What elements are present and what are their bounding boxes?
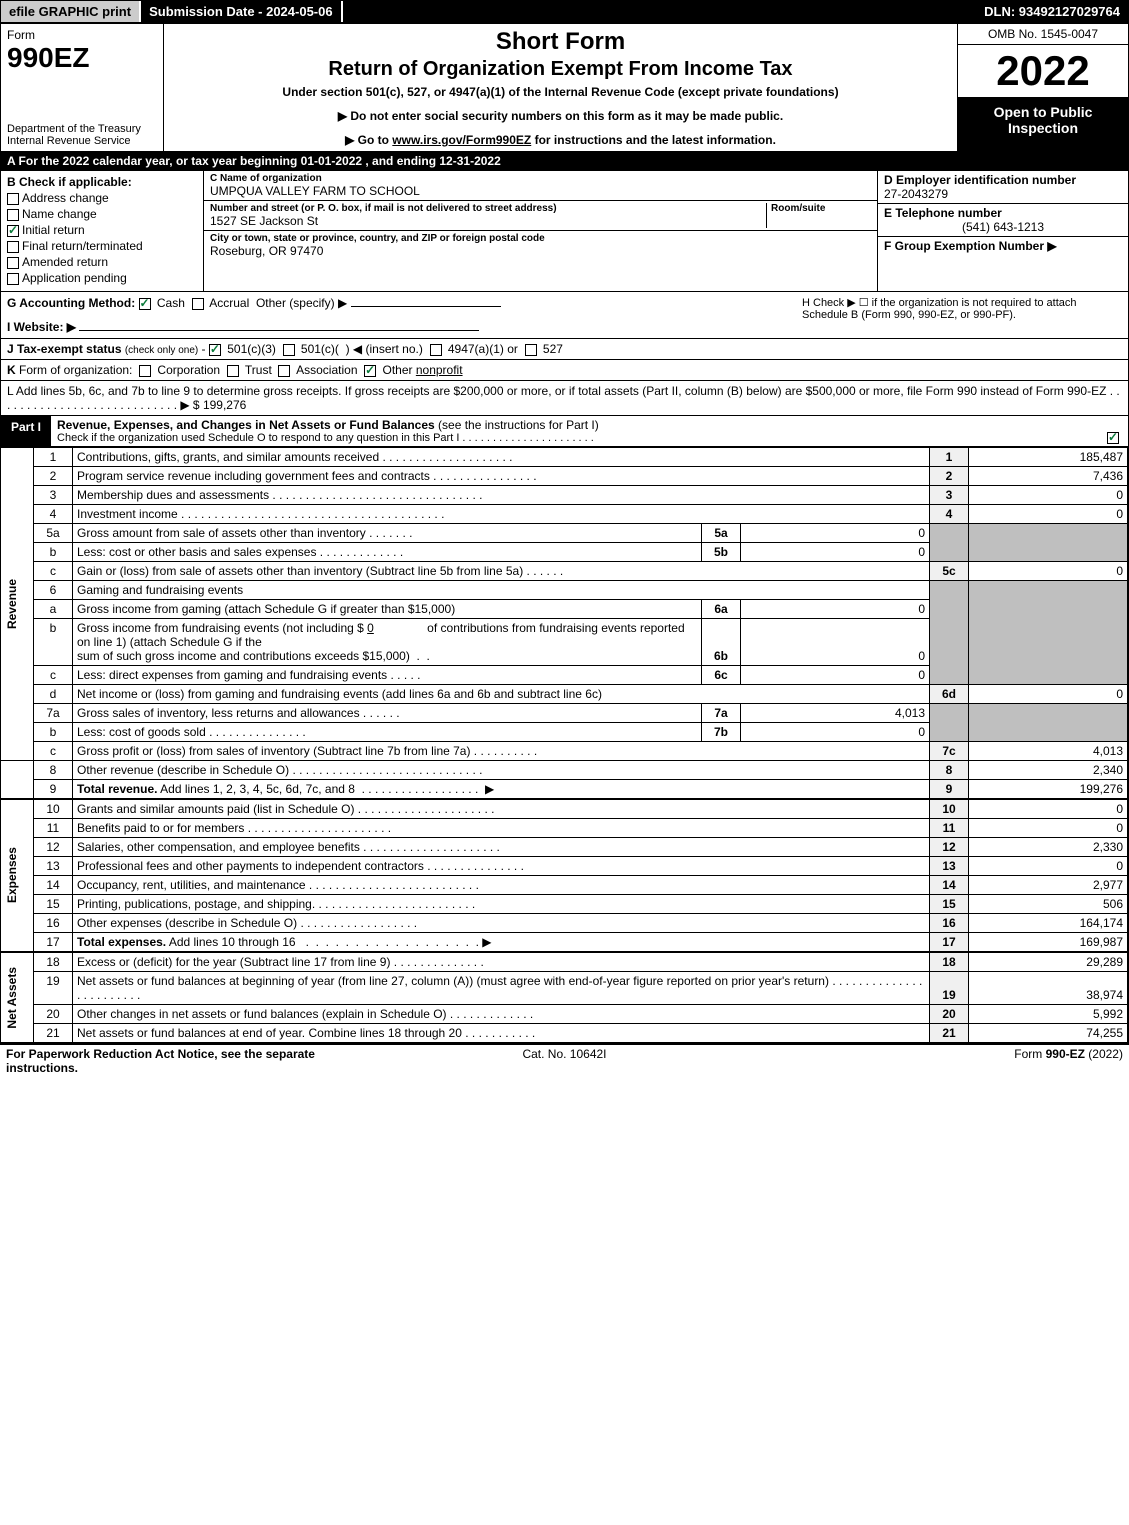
form-container: Form 990EZ Department of the Treasury In… (0, 23, 1129, 1044)
part-i-title-wrap: Revenue, Expenses, and Changes in Net As… (51, 416, 1128, 446)
col-d: D Employer identification number 27-2043… (878, 171, 1128, 291)
short-form-title: Short Form (170, 28, 951, 56)
inspection-label: Open to Public Inspection (958, 98, 1128, 151)
grp-box: F Group Exemption Number ▶ (878, 237, 1128, 255)
header-left: Form 990EZ Department of the Treasury In… (1, 24, 164, 151)
department-label: Department of the Treasury Internal Reve… (7, 123, 157, 147)
addr-box: Number and street (or P. O. box, if mail… (204, 201, 877, 231)
netassets-label: Net Assets (5, 967, 19, 1029)
tel-box: E Telephone number (541) 643-1213 (878, 204, 1128, 237)
city-box: City or town, state or province, country… (204, 231, 877, 260)
chk-final[interactable]: Final return/terminated (7, 239, 197, 253)
chk-amended[interactable]: Amended return (7, 255, 197, 269)
chk-accrual[interactable] (192, 298, 204, 310)
tel-lbl: E Telephone number (884, 206, 1122, 220)
chk-pending[interactable]: Application pending (7, 271, 197, 285)
footer-right: Form 990-EZ (2022) (751, 1047, 1123, 1075)
org-name-lbl: C Name of organization (210, 173, 871, 184)
row-i: I Website: ▶ (7, 320, 76, 334)
grp-lbl: F Group Exemption Number ▶ (884, 239, 1122, 253)
header-mid: Short Form Return of Organization Exempt… (164, 24, 958, 151)
b-heading: B Check if applicable: (7, 175, 197, 189)
footer-left: For Paperwork Reduction Act Notice, see … (6, 1047, 378, 1075)
addr-value: 1527 SE Jackson St (210, 214, 766, 228)
section-b-c-d: B Check if applicable: Address change Na… (1, 171, 1128, 292)
part-i-subtitle: (see the instructions for Part I) (438, 418, 599, 432)
main-title: Return of Organization Exempt From Incom… (170, 58, 951, 81)
row-k: K Form of organization: Corporation Trus… (1, 360, 1128, 381)
ein-value: 27-2043279 (884, 187, 1122, 201)
tax-year: 2022 (958, 45, 1128, 98)
ein-box: D Employer identification number 27-2043… (878, 171, 1128, 204)
suite-lbl: Room/suite (771, 203, 871, 214)
chk-address[interactable]: Address change (7, 191, 197, 205)
chk-name[interactable]: Name change (7, 207, 197, 221)
row-j: J Tax-exempt status (check only one) - 5… (1, 339, 1128, 360)
part-i-checkbox[interactable] (1107, 432, 1119, 444)
city-value: Roseburg, OR 97470 (210, 244, 871, 258)
revenue-table: Revenue 1 Contributions, gifts, grants, … (1, 447, 1128, 1043)
subtitle: Under section 501(c), 527, or 4947(a)(1)… (170, 85, 951, 99)
submission-date: Submission Date - 2024-05-06 (141, 1, 343, 22)
section-g-h: G Accounting Method: Cash Accrual Other … (1, 292, 1128, 339)
header-right: OMB No. 1545-0047 2022 Open to Public In… (958, 24, 1128, 151)
part-i-label: Part I (1, 416, 51, 446)
page-footer: For Paperwork Reduction Act Notice, see … (0, 1044, 1129, 1077)
form-number: 990EZ (7, 42, 157, 74)
chk-initial[interactable]: Initial return (7, 223, 197, 237)
row-h: H Check ▶ ☐ if the organization is not r… (802, 296, 1122, 334)
org-name-box: C Name of organization UMPQUA VALLEY FAR… (204, 171, 877, 201)
part-i-check: Check if the organization used Schedule … (57, 432, 594, 444)
ssn-note: ▶ Do not enter social security numbers o… (170, 109, 951, 123)
omb-number: OMB No. 1545-0047 (958, 24, 1128, 45)
addr-lbl: Number and street (or P. O. box, if mail… (210, 203, 766, 214)
ein-lbl: D Employer identification number (884, 173, 1122, 187)
website-note: ▶ Go to www.irs.gov/Form990EZ for instru… (170, 133, 951, 147)
part-i-header-row: Part I Revenue, Expenses, and Changes in… (1, 416, 1128, 447)
revenue-label: Revenue (5, 579, 19, 629)
row-g: G Accounting Method: Cash Accrual Other … (7, 296, 802, 334)
city-lbl: City or town, state or province, country… (210, 233, 871, 244)
chk-cash[interactable] (139, 298, 151, 310)
top-bar: efile GRAPHIC print Submission Date - 20… (0, 0, 1129, 23)
tel-value: (541) 643-1213 (884, 220, 1122, 234)
dln-label: DLN: 93492127029764 (976, 1, 1128, 22)
form-word: Form (7, 28, 157, 42)
part-i-title: Revenue, Expenses, and Changes in Net As… (57, 418, 435, 432)
org-name: UMPQUA VALLEY FARM TO SCHOOL (210, 184, 871, 198)
col-b: B Check if applicable: Address change Na… (1, 171, 204, 291)
footer-mid: Cat. No. 10642I (378, 1047, 750, 1075)
form-header: Form 990EZ Department of the Treasury In… (1, 24, 1128, 152)
row-a: A For the 2022 calendar year, or tax yea… (1, 152, 1128, 171)
col-c: C Name of organization UMPQUA VALLEY FAR… (204, 171, 878, 291)
row-l: L Add lines 5b, 6c, and 7b to line 9 to … (1, 381, 1128, 416)
efile-label[interactable]: efile GRAPHIC print (1, 1, 141, 22)
expenses-label: Expenses (5, 847, 19, 903)
